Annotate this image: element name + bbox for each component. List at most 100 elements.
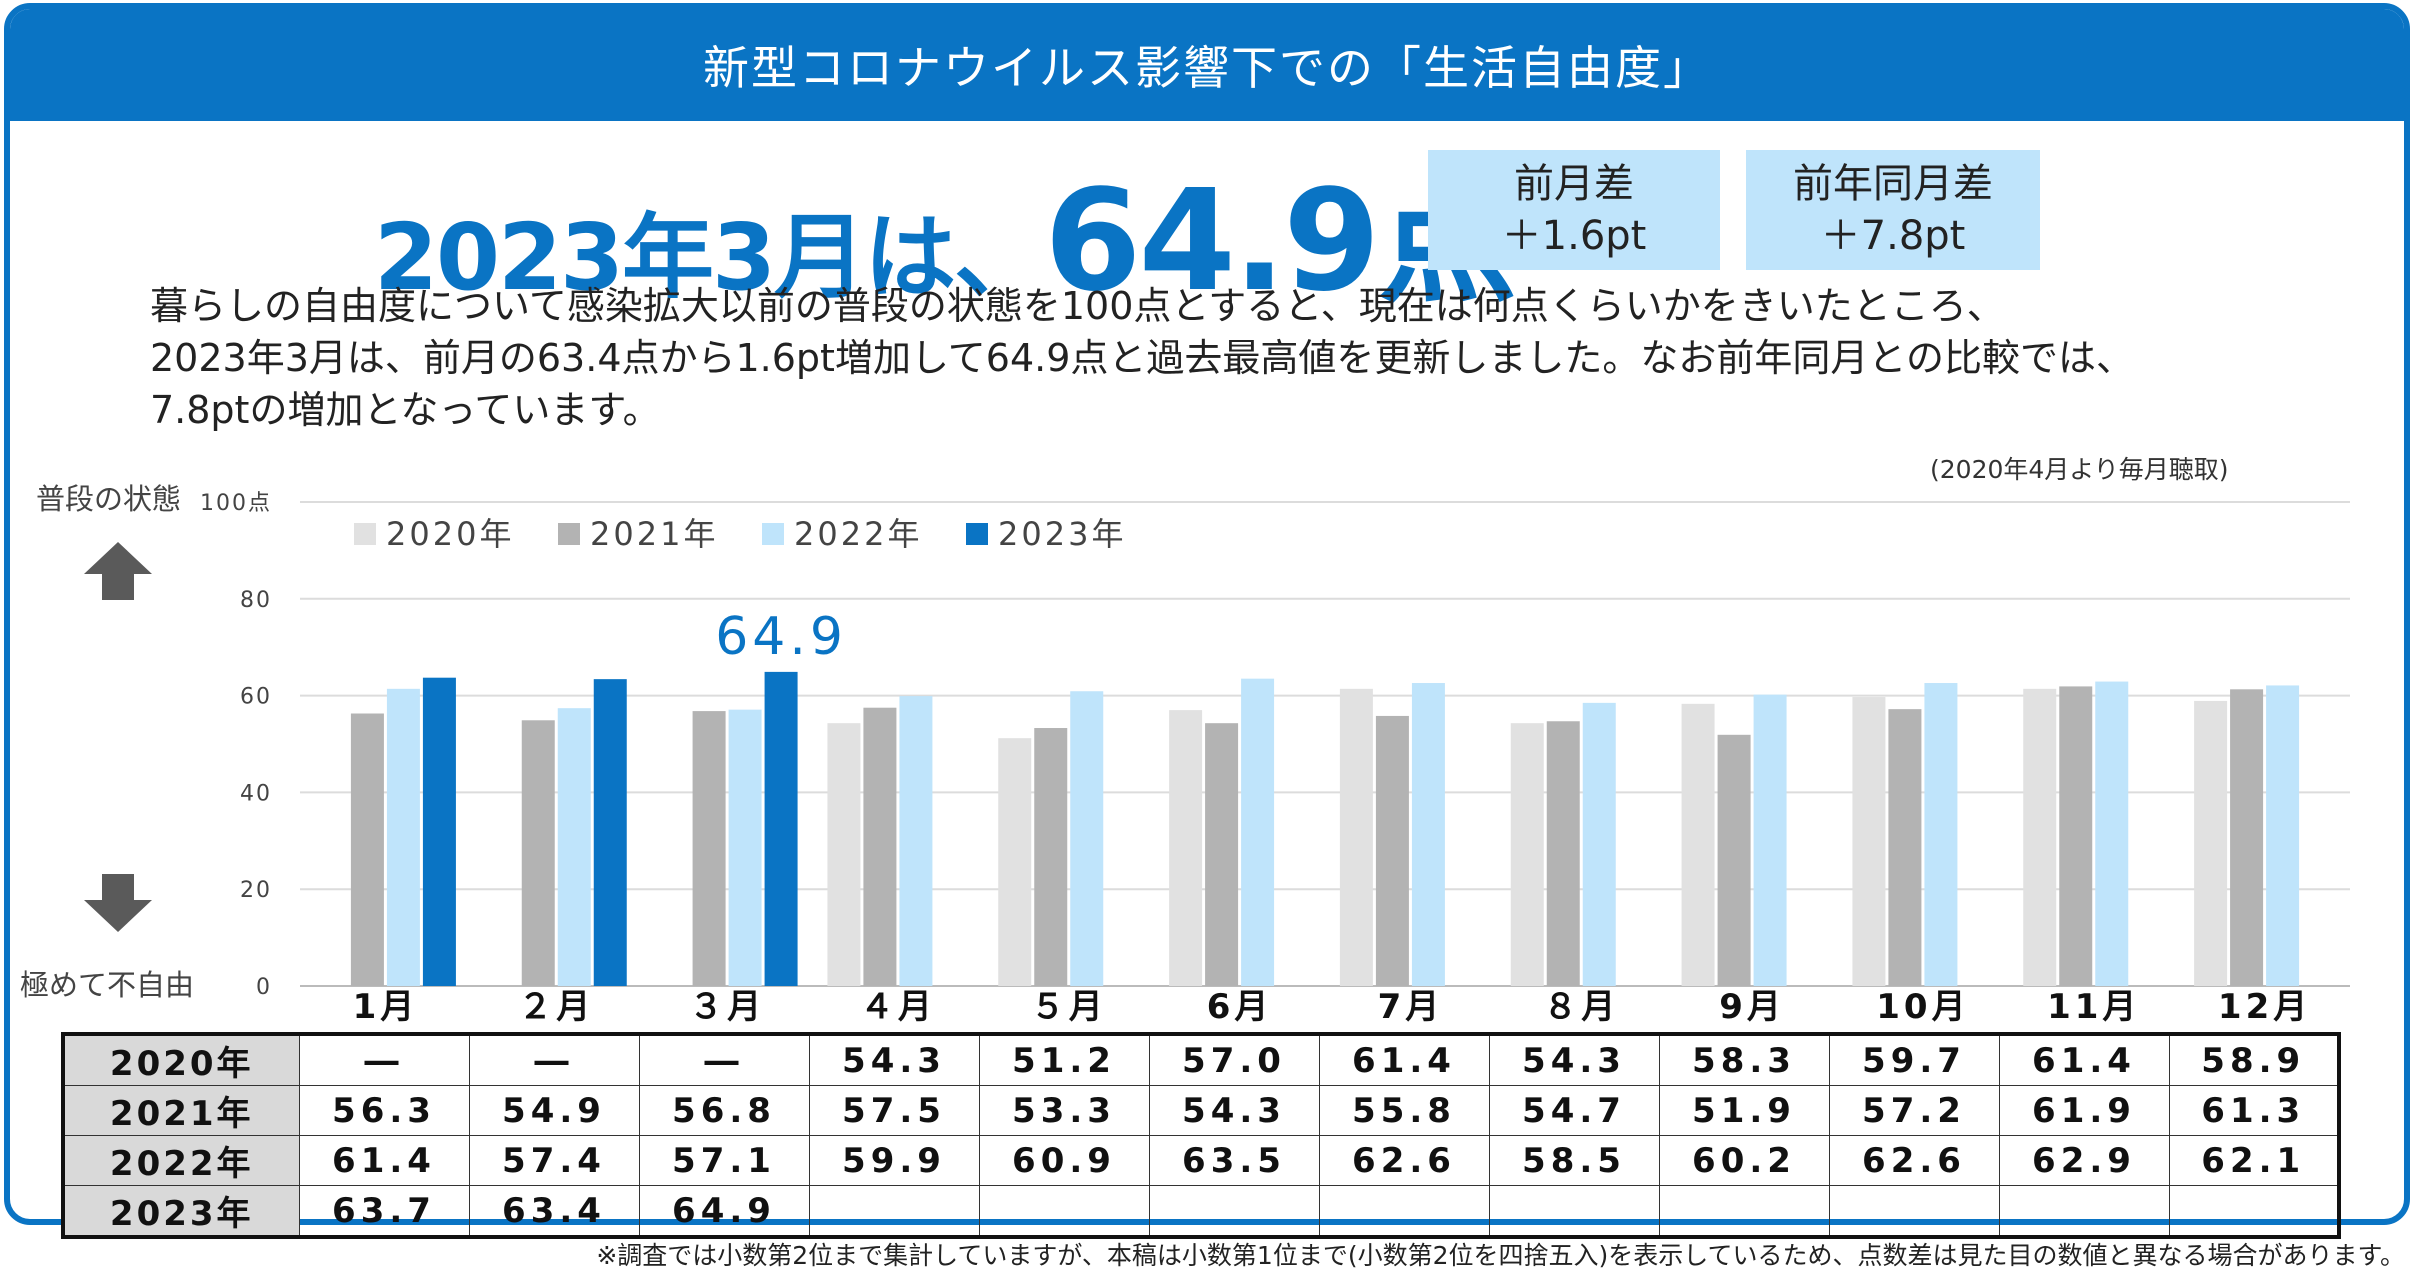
side-label-bottom: 極めて不自由 [20,968,195,1002]
table-cell: 61.4 [1998,1033,2170,1086]
row-year: 2023年 [62,1185,300,1238]
table-cell [1828,1185,2000,1238]
callout-label: 64.9 [715,607,847,667]
table-cell: 54.3 [808,1033,980,1086]
page-title: 新型コロナウイルス影響下での「生活自由度」 [703,41,1711,95]
table-cell: 58.9 [2168,1033,2340,1086]
y-tick-label: 40 [240,781,272,806]
bar-2021年-9月 [1717,734,1751,986]
bar-2022年-10月 [1924,683,1958,986]
table-row: 2022年 61.4 57.4 57.1 59.9 60.9 63.5 62.6 58.5 60.… [62,1135,2340,1186]
month-label: 10月 [1876,987,1969,1027]
month-label: ２月 [518,987,594,1027]
table-cell: 54.7 [1488,1085,1660,1136]
table-row: 2021年 56.3 54.9 56.8 57.5 53.3 54.3 55.8 54.7 51.… [62,1085,2340,1136]
table-cell: 55.8 [1318,1085,1490,1136]
table-cell: 58.5 [1488,1135,1660,1186]
legend-swatch [966,523,988,545]
table-cell: 58.3 [1658,1033,1830,1086]
table-cell: 54.9 [468,1085,640,1136]
month-label: 6月 [1207,987,1273,1027]
table-cell: 63.7 [298,1185,470,1238]
bar-2020年-12月 [2194,700,2228,986]
bar-2022年-５月 [1070,691,1104,986]
bar-2020年-８月 [1510,723,1544,986]
bar-2021年-6月 [1205,723,1239,986]
y-tick-label: 0 [256,975,272,1000]
diff-year-label: 前年同月差 [1793,161,1993,207]
legend-swatch [762,523,784,545]
table-cell: 61.9 [1998,1085,2170,1136]
bar-2021年-２月 [521,720,555,986]
table-cell: 62.6 [1318,1135,1490,1186]
bar-2023年-３月 [764,671,798,986]
table-cell: 64.9 [638,1185,810,1238]
table-cell: 56.8 [638,1085,810,1136]
description-line: 2023年3月は、前月の63.4点から1.6pt増加して64.9点と過去最高値を… [150,336,2135,380]
table-cell: 62.6 [1828,1135,2000,1186]
side-label-top: 普段の状態 [36,482,182,516]
table-cell [808,1185,980,1238]
bar-2020年-6月 [1169,710,1203,986]
table-cell [1998,1185,2170,1238]
bar-2020年-５月 [998,738,1032,986]
table-cell [1658,1185,1830,1238]
table-cell: 62.9 [1998,1135,2170,1186]
footnote: ※調査では小数第2位まで集計していますが、本稿は小数第1位まで(小数第2位を四捨… [596,1241,2405,1270]
y-tick-label: 80 [240,588,272,613]
month-label: 1月 [353,987,419,1027]
arrow-up-icon [84,542,152,600]
bar-2022年-1月 [386,688,420,986]
month-label: ８月 [1543,987,1619,1027]
diff-month-label: 前月差 [1514,161,1634,207]
table-cell: 57.0 [1148,1033,1320,1086]
bar-2022年-８月 [1582,702,1616,986]
month-label: ４月 [860,987,936,1027]
table-cell: ― [298,1033,470,1086]
month-label: 11月 [2047,987,2140,1027]
table-cell: 61.4 [1318,1033,1490,1086]
bar-chart: 0 20 40 60 80 100点 1月 ２月 ３月 ４月 ５月 6月 7月 ８月 9月 10月 11月 12… [200,491,2350,1027]
bar-2020年-7月 [1339,688,1373,986]
bar-2021年-1月 [350,713,384,986]
bar-2020年-４月 [827,723,861,986]
table-cell: 60.9 [978,1135,1150,1186]
bar-2020年-10月 [1852,697,1886,986]
table-cell: 54.3 [1148,1085,1320,1136]
row-year: 2022年 [62,1135,300,1186]
arrow-down-icon [84,874,152,932]
bar-2021年-５月 [1034,728,1068,986]
table-cell: 61.4 [298,1135,470,1186]
table-cell: 63.5 [1148,1135,1320,1186]
table-cell: 57.5 [808,1085,980,1136]
table-cell: 61.3 [2168,1085,2340,1136]
table-cell [1488,1185,1660,1238]
legend-label: 2023年 [998,515,1126,553]
bar-2022年-３月 [728,709,762,986]
table-cell: ― [638,1033,810,1086]
table-cell: 54.3 [1488,1033,1660,1086]
bar-2023年-1月 [422,677,456,986]
table-cell: 62.1 [2168,1135,2340,1186]
month-label: ３月 [689,987,765,1027]
y-tick-label: 60 [240,685,272,710]
bar-2021年-４月 [863,707,897,986]
data-table: 2020年 ― ― ― 54.3 51.2 57.0 61.4 54.3 58.3 59.7 61.4… [61,1032,2341,1239]
bar-2022年-6月 [1241,678,1275,986]
table-cell: 56.3 [298,1085,470,1136]
table-cell: 57.1 [638,1135,810,1186]
month-label: ５月 [1031,987,1107,1027]
description-line: 7.8ptの増加となっています。 [150,388,661,432]
month-label: 7月 [1378,987,1444,1027]
table-cell [978,1185,1150,1238]
bar-2021年-7月 [1375,715,1409,986]
table-cell [1318,1185,1490,1238]
legend-label: 2020年 [386,515,514,553]
month-label: 9月 [1719,987,1785,1027]
bar-2022年-４月 [899,696,933,986]
diff-month-box: 前月差 ＋1.6pt [1428,150,1720,270]
y-tick-label: 20 [240,878,272,903]
table-cell: 60.2 [1658,1135,1830,1186]
bar-2021年-11月 [2059,686,2093,986]
diff-year-box: 前年同月差 ＋7.8pt [1746,150,2040,270]
